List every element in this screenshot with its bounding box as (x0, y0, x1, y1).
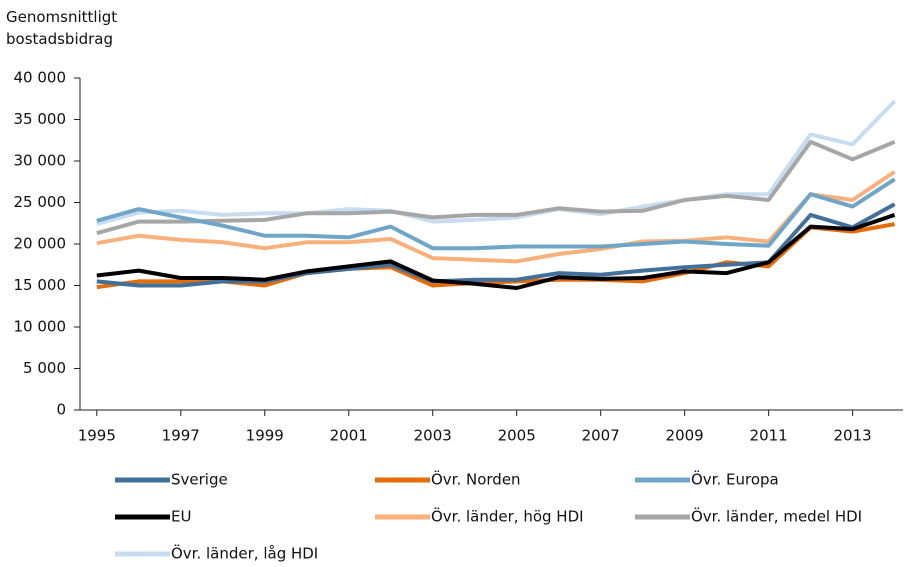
legend-label: EU (171, 508, 191, 526)
y-tick-label: 35 000 (14, 110, 67, 128)
y-tick-label: 25 000 (14, 193, 67, 211)
y-tick-label: 40 000 (14, 69, 67, 87)
series-line (96, 170, 896, 264)
x-tick-label: 1999 (246, 427, 284, 445)
y-tick-label: 10 000 (14, 318, 67, 336)
legend-label: Övr. länder, låg HDI (171, 544, 318, 563)
y-tick-label: 30 000 (14, 152, 67, 170)
x-tick-label: 2003 (414, 427, 452, 445)
series-line (96, 213, 896, 290)
x-tick-label: 2009 (666, 427, 704, 445)
series-line (96, 139, 896, 236)
x-tick-label: 2007 (582, 427, 620, 445)
x-tick-label: 2011 (750, 427, 788, 445)
legend-label: Övr. Europa (691, 470, 779, 489)
legend-label: Övr. länder, medel HDI (691, 507, 862, 526)
y-tick-label: 15 000 (14, 276, 67, 294)
legend-label: Övr. Norden (431, 470, 521, 489)
series-line (96, 99, 897, 227)
y-tick-label: 0 (56, 401, 66, 419)
y-axis-label: Genomsnittligt bostadsbidrag (6, 8, 118, 48)
x-tick-label: 2005 (498, 427, 536, 445)
y-tick-label: 20 000 (14, 235, 67, 253)
x-tick-label: 2001 (330, 427, 368, 445)
y-tick-label: 5 000 (23, 359, 66, 377)
x-tick-label: 1997 (162, 427, 200, 445)
x-tick-label: 1995 (78, 427, 116, 445)
x-tick-label: 2013 (834, 427, 872, 445)
legend-label: Sverige (171, 471, 228, 489)
legend-label: Övr. länder, hög HDI (431, 507, 584, 526)
series-line (96, 177, 896, 251)
